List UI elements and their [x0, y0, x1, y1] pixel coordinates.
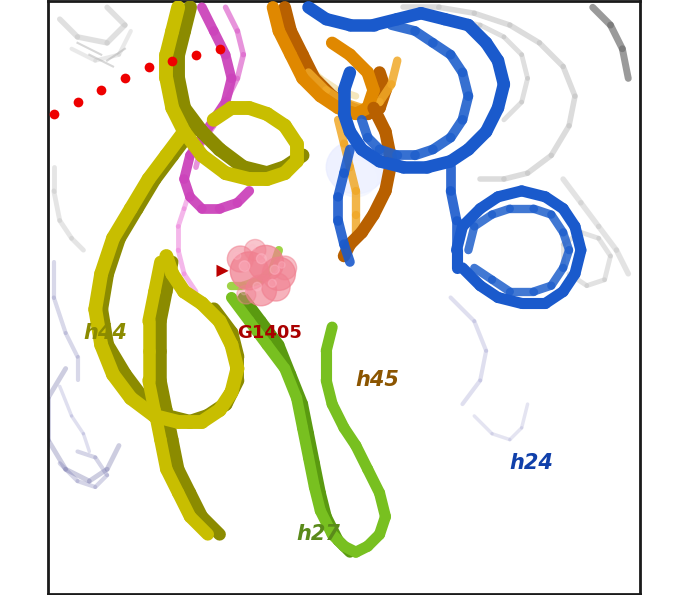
- Circle shape: [270, 265, 279, 274]
- Circle shape: [233, 252, 241, 259]
- Circle shape: [248, 245, 283, 281]
- Circle shape: [261, 273, 290, 301]
- Circle shape: [262, 257, 295, 290]
- Text: h24: h24: [510, 453, 554, 473]
- Circle shape: [230, 252, 268, 290]
- Ellipse shape: [335, 161, 376, 197]
- Circle shape: [250, 245, 255, 250]
- Text: h44: h44: [83, 323, 127, 343]
- Circle shape: [237, 285, 256, 304]
- Ellipse shape: [326, 140, 385, 194]
- Circle shape: [241, 290, 246, 295]
- Text: h45: h45: [356, 371, 400, 390]
- Circle shape: [268, 279, 277, 287]
- Circle shape: [227, 246, 253, 272]
- Circle shape: [244, 239, 266, 261]
- Circle shape: [273, 256, 297, 280]
- Circle shape: [246, 275, 277, 306]
- Circle shape: [257, 253, 266, 264]
- Circle shape: [253, 282, 261, 291]
- Circle shape: [239, 261, 250, 271]
- Text: G1405: G1405: [237, 324, 302, 342]
- Circle shape: [279, 262, 285, 268]
- Text: h27: h27: [297, 524, 341, 544]
